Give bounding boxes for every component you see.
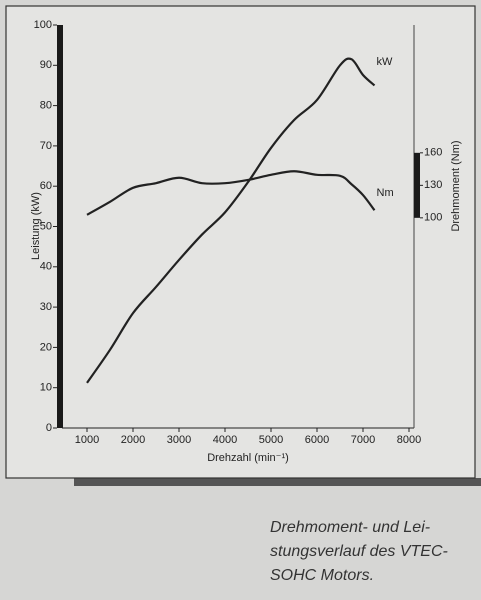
caption-line: Drehmoment- und Lei-	[270, 519, 430, 536]
y-tick-label: 40	[40, 261, 52, 273]
y-tick-label: 80	[40, 100, 52, 112]
plot: 0 10 20 30 40 50 60 70 80 90 100 100 130 160 1000 2000 3…	[34, 19, 443, 446]
y-axis-bar	[57, 25, 63, 428]
y2-axis-label: Drehmoment (Nm)	[450, 140, 462, 231]
caption-line: stungsverlauf des VTEC-	[270, 543, 448, 560]
y2-axis-bar	[414, 152, 420, 218]
y2-tick-label: 100	[424, 212, 442, 224]
x-tick-label: 4000	[213, 434, 237, 446]
y2-tick-label: 160	[424, 147, 442, 159]
caption-line: SOHC Motors.	[270, 567, 374, 584]
y-tick-label: 100	[34, 19, 52, 31]
line	[86, 170, 376, 216]
y-axis-label: Leistung (kW)	[30, 192, 42, 260]
box-shadow	[74, 478, 481, 486]
x-tick-label: 5000	[259, 434, 283, 446]
y-tick-label: 50	[40, 220, 52, 232]
legend-label: kW	[377, 56, 394, 68]
chart-box	[5, 5, 476, 479]
x-tick-label: 8000	[397, 434, 421, 446]
x-tick-label: 3000	[167, 434, 191, 446]
y-tick-label: 60	[40, 180, 52, 192]
y-tick-label: 0	[46, 422, 52, 434]
y-tick-label: 30	[40, 301, 52, 313]
y2-tick-label: 130	[424, 179, 442, 191]
x-tick-label: 1000	[75, 434, 99, 446]
y-tick-label: 10	[40, 382, 52, 394]
y-tick-label: 90	[40, 59, 52, 71]
y-tick-label: 70	[40, 140, 52, 152]
x-tick-label: 6000	[305, 434, 329, 446]
legend-label: Nm	[377, 187, 394, 199]
x-tick-label: 7000	[351, 434, 375, 446]
x-axis-label: Drehzahl (min⁻¹)	[207, 452, 289, 464]
x-tick-label: 2000	[121, 434, 145, 446]
y-tick-label: 20	[40, 341, 52, 353]
line	[86, 57, 376, 384]
